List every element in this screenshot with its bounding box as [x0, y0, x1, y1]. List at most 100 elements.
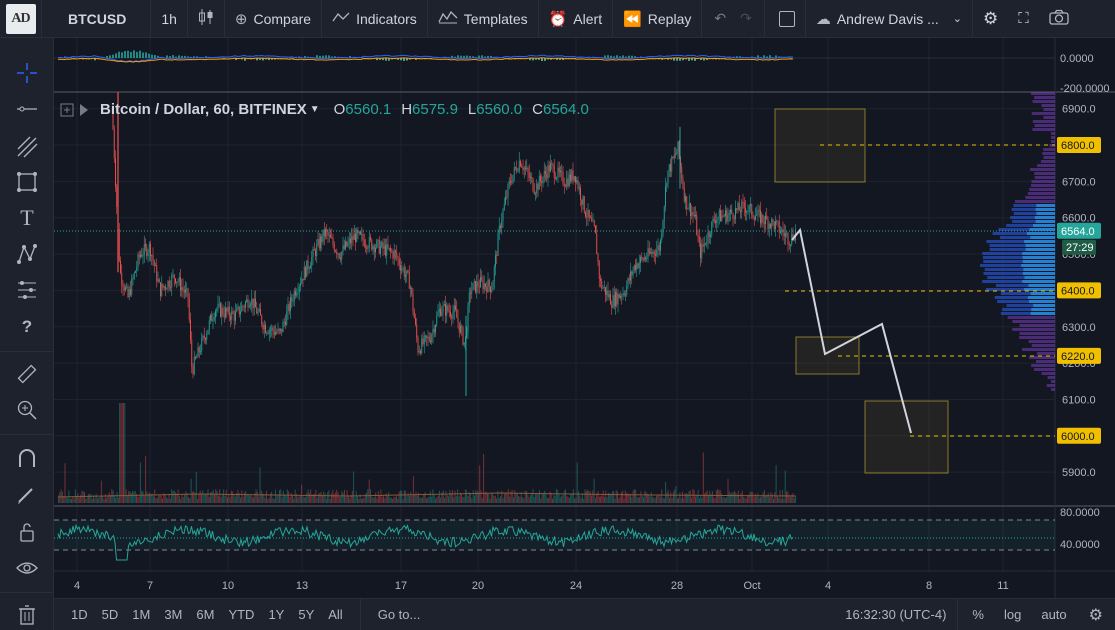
time-tick-label: 24: [570, 580, 582, 592]
chart-area[interactable]: 6900.06800.06700.06600.06500.06400.06300…: [54, 38, 1115, 598]
range-3m[interactable]: 3M: [164, 607, 183, 622]
legend-dropdown-icon[interactable]: ▼: [309, 104, 320, 115]
gear-icon: ⚙: [983, 8, 999, 28]
user-name: Andrew Davis ...: [836, 10, 939, 27]
trash-icon[interactable]: [14, 602, 40, 628]
templates-button[interactable]: Templates: [428, 0, 539, 38]
undo-redo-group: ↶ ↷: [702, 0, 765, 38]
open-label: O: [333, 101, 346, 118]
snapshot-button[interactable]: [1039, 0, 1079, 38]
collapse-legend-icon[interactable]: [60, 103, 74, 117]
range-ytd[interactable]: YTD: [228, 607, 255, 622]
prediction-tool-icon[interactable]: [14, 277, 40, 303]
auto-toggle[interactable]: auto: [1041, 607, 1067, 622]
lock-icon[interactable]: [14, 519, 40, 545]
crosshair-icon[interactable]: [14, 60, 40, 86]
templates-label: Templates: [463, 10, 528, 27]
macd-indicator: [54, 50, 1055, 63]
range-1y[interactable]: 1Y: [268, 607, 285, 622]
drawing-toolbar: T ?: [0, 38, 54, 630]
divider: [0, 351, 54, 352]
close-value: 6564.0: [543, 101, 589, 118]
chart-settings-gear-icon[interactable]: ⚙: [1088, 606, 1103, 624]
time-tick-label: 7: [147, 580, 153, 592]
time-tick-label: 8: [926, 580, 932, 592]
templates-icon: [438, 10, 458, 28]
current-price-tag: [1057, 222, 1101, 239]
level-price-tag-text: 6000.0: [1061, 431, 1095, 443]
ruler-icon[interactable]: [14, 361, 40, 387]
alarm-clock-icon: ⏰: [548, 10, 568, 28]
countdown-tag: [1062, 239, 1096, 255]
eye-icon[interactable]: [14, 555, 40, 581]
range-5d[interactable]: 5D: [101, 607, 119, 622]
rsi-axis: 80.0000 40.0000: [1060, 507, 1100, 551]
compare-label: Compare: [253, 10, 312, 27]
magnet-icon[interactable]: [14, 445, 40, 471]
chart-canvas[interactable]: 6900.06800.06700.06600.06500.06400.06300…: [54, 38, 1115, 598]
goto-button[interactable]: Go to...: [377, 607, 421, 622]
interval-button[interactable]: 1h: [151, 0, 188, 38]
pencil-lock-icon[interactable]: [14, 481, 40, 507]
rectangle-tool-icon[interactable]: [14, 169, 40, 195]
grid: [54, 38, 1055, 571]
open-value: 6560.1: [345, 101, 392, 118]
rsi-indicator: [54, 519, 1055, 561]
legend-title[interactable]: Bitcoin / Dollar, 60, BITFINEX: [100, 101, 307, 118]
level-price-tag-text: 6220.0: [1061, 351, 1095, 363]
rsi-tick-label: 40.0000: [1060, 539, 1100, 551]
fullscreen-toggle-button[interactable]: [765, 0, 806, 38]
text-tool-icon[interactable]: T: [20, 205, 34, 230]
range-5y[interactable]: 5Y: [298, 607, 315, 622]
zoom-in-icon[interactable]: [14, 397, 40, 423]
price-tick-label: 6300.0: [1062, 322, 1096, 334]
trend-line-icon[interactable]: [14, 96, 40, 122]
time-tick-label: 28: [671, 580, 683, 592]
target-box-bottom[interactable]: [864, 400, 949, 474]
macd-axis: 0.0000 -200.0000: [1060, 53, 1110, 95]
chart-style-button[interactable]: [188, 0, 225, 38]
indicators-label: Indicators: [356, 10, 417, 27]
range-6m[interactable]: 6M: [196, 607, 215, 622]
indicators-button[interactable]: Indicators: [322, 0, 428, 38]
camera-icon: [1049, 9, 1069, 28]
alert-button[interactable]: ⏰ Alert: [539, 0, 614, 38]
percent-toggle[interactable]: %: [972, 607, 984, 622]
divider: [0, 434, 54, 435]
current-price-tag-text: 6564.0: [1061, 226, 1095, 238]
question-icon[interactable]: ?: [21, 317, 33, 336]
candles-icon: [198, 8, 214, 30]
level-price-tag: [1057, 282, 1101, 299]
range-all[interactable]: All: [328, 607, 343, 622]
cloud-icon: ☁: [815, 10, 831, 28]
symbol-search-button[interactable]: BTCUSD: [42, 0, 152, 38]
undo-icon[interactable]: ↶: [714, 10, 727, 26]
expand-icon: ⛶: [1018, 10, 1029, 27]
level-price-tag-text: 6400.0: [1061, 285, 1095, 297]
logo-icon: AD: [5, 3, 36, 34]
range-1m[interactable]: 1M: [132, 607, 151, 622]
redo-icon[interactable]: ↷: [740, 10, 752, 26]
bottom-toolbar: 1D 5D 1M 3M 6M YTD 1Y 5Y All Go to... 16…: [54, 598, 1115, 630]
time-tick-label: 10: [222, 580, 234, 592]
range-1d[interactable]: 1D: [71, 607, 88, 622]
replay-label: Replay: [647, 10, 692, 27]
log-toggle[interactable]: log: [1003, 607, 1022, 622]
compare-button[interactable]: ⊕ Compare: [225, 0, 323, 38]
projection-path[interactable]: [791, 227, 912, 434]
fib-tool-icon[interactable]: [14, 134, 40, 160]
settings-button[interactable]: ⚙: [973, 0, 1008, 38]
pattern-tool-icon[interactable]: [14, 241, 40, 267]
price-tick-label: 6100.0: [1062, 394, 1096, 406]
user-layout-button[interactable]: ☁ Andrew Davis ... ⌄: [806, 0, 973, 38]
alert-label: Alert: [573, 10, 603, 27]
level-price-tag-text: 6800.0: [1061, 140, 1095, 152]
top-toolbar: AD BTCUSD 1h ⊕ Compare Indicators Templat…: [0, 0, 1115, 38]
level-price-tag: [1057, 347, 1101, 364]
profile-logo[interactable]: AD: [0, 0, 42, 38]
clock-label[interactable]: 16:32:30 (UTC-4): [845, 607, 947, 622]
time-tick-label: 11: [997, 580, 1008, 592]
replay-button[interactable]: ⏪ Replay: [613, 0, 703, 38]
close-label: C: [532, 101, 543, 118]
maximize-button[interactable]: ⛶: [1008, 0, 1039, 38]
